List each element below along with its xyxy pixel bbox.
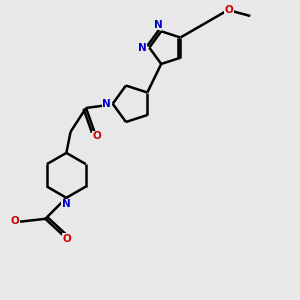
Text: N: N	[154, 20, 163, 30]
Text: O: O	[92, 131, 101, 142]
Text: O: O	[225, 5, 234, 15]
Text: O: O	[11, 216, 19, 226]
Text: N: N	[102, 99, 111, 109]
Text: N: N	[62, 200, 71, 209]
Text: O: O	[62, 234, 71, 244]
Text: N: N	[138, 43, 146, 52]
